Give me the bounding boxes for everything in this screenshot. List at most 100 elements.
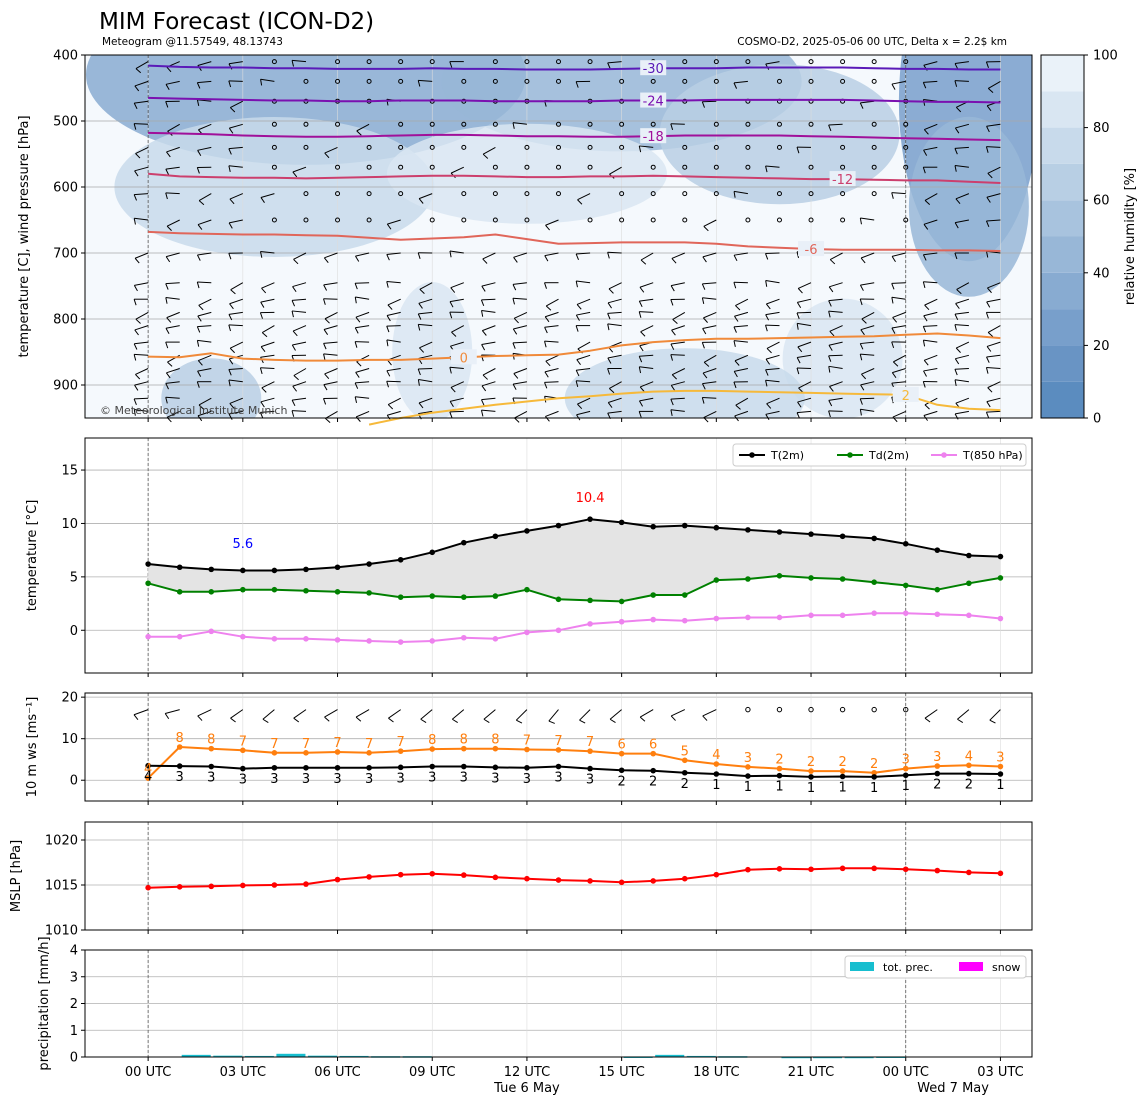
y-tick-label: 20: [61, 691, 78, 706]
wind-barb-staff: [230, 282, 244, 291]
wind-barb-staff: [134, 381, 149, 386]
wind-barb-staff: [546, 298, 559, 307]
wind-barb: [166, 219, 180, 232]
wind-barb-flag: [575, 325, 579, 332]
wind-barb-staff: [418, 311, 433, 315]
wind-barb: [230, 709, 244, 723]
wind-barb-staff: [829, 381, 843, 387]
wind-barb-flag: [859, 343, 864, 350]
wind-barb: [733, 190, 748, 198]
wind-barb: [796, 354, 812, 364]
data-point: [871, 769, 877, 776]
wind-barb: [703, 219, 717, 232]
wind-barb-staff: [323, 341, 338, 344]
wind-barb-staff: [165, 325, 180, 329]
wind-barb-flag: [449, 401, 454, 408]
wind-barb-flag: [765, 324, 768, 332]
wind-barb: [828, 365, 843, 373]
wind-barb: [323, 252, 338, 264]
wind-barb-flag: [229, 198, 235, 205]
wind-barb-flag: [859, 298, 863, 306]
wind-barb: [986, 354, 1001, 363]
data-point: [271, 586, 278, 593]
wind-barb: [323, 381, 338, 391]
data-point: [240, 882, 246, 889]
wind-barb: [859, 100, 875, 109]
wind-barb-flag: [859, 398, 863, 405]
colorbar-segment: [1041, 200, 1084, 237]
data-point: [871, 865, 877, 872]
wind-barb-flag: [923, 370, 927, 377]
gust-value-label: 2: [870, 757, 878, 772]
mean-wind-value-label: 3: [586, 773, 594, 788]
wind-barb-staff: [449, 366, 464, 369]
wind-barb-flag: [608, 288, 614, 294]
wind-barb-flag: [387, 359, 392, 366]
wind-barb: [293, 709, 307, 723]
wind-barb-flag: [166, 66, 172, 73]
wind-barb-flag: [259, 367, 263, 374]
x-tick-label: 03 UTC: [977, 1065, 1023, 1080]
isotherm-line: [148, 131, 1001, 142]
wind-barb: [512, 297, 527, 305]
calm-wind-marker: [840, 78, 846, 84]
wind-barb: [418, 397, 433, 409]
wind-barb: [923, 368, 938, 377]
wind-barb-flag: [577, 403, 583, 410]
wind-barb-flag: [417, 379, 420, 386]
wind-barb-staff: [230, 709, 244, 719]
wind-barb: [134, 325, 149, 336]
legend-label: tot. prec.: [883, 961, 933, 974]
wind-barb: [196, 252, 212, 261]
gust-value-label: 3: [902, 753, 910, 768]
wind-barb-flag: [228, 80, 232, 88]
wind-barb: [230, 282, 244, 295]
wind-barb-staff: [954, 324, 969, 327]
wind-barb-staff: [229, 298, 243, 305]
wind-barb-flag: [134, 170, 139, 177]
panel-frame: [84, 54, 1033, 419]
wind-barb: [670, 381, 685, 391]
wind-barb: [670, 341, 685, 350]
wind-barb: [196, 80, 212, 89]
calm-wind-marker: [492, 121, 498, 127]
calm-wind-marker: [745, 144, 751, 150]
wind-barb-staff: [134, 100, 149, 104]
wind-barb: [259, 410, 275, 419]
data-point: [492, 874, 499, 881]
wind-barb-staff: [292, 282, 307, 288]
wind-barb: [291, 341, 307, 351]
wind-barb: [261, 282, 275, 294]
calm-wind-marker: [776, 191, 782, 197]
wind-barb-staff: [512, 282, 527, 285]
wind-barb-flag: [228, 165, 231, 173]
data-point: [429, 870, 436, 877]
wind-barb: [134, 166, 149, 177]
wind-barb-flag: [387, 404, 394, 410]
gust-value-label: 7: [586, 735, 594, 750]
data-point: [397, 871, 404, 878]
wind-barb-flag: [135, 153, 141, 159]
wind-barb: [638, 145, 654, 153]
data-point: [650, 750, 656, 757]
data-point: [397, 764, 404, 771]
wind-barb: [165, 396, 180, 404]
wind-barb-flag: [703, 361, 710, 367]
data-point: [902, 540, 909, 547]
wind-barb-flag: [670, 715, 676, 721]
wind-barb: [985, 219, 1001, 228]
calm-wind-marker: [871, 78, 877, 84]
wind-barb: [892, 354, 906, 367]
wind-barb-staff: [545, 410, 559, 417]
wind-barb: [860, 325, 875, 336]
wind-barb: [515, 709, 528, 724]
wind-barb-flag: [672, 319, 678, 324]
wind-barb: [513, 252, 528, 263]
wind-barb: [165, 368, 180, 379]
wind-barb-flag: [228, 358, 234, 365]
data-point: [713, 771, 720, 777]
wind-barb: [638, 311, 654, 318]
isotherm-line: [148, 96, 1001, 104]
wind-barb: [133, 193, 149, 201]
wind-barb: [701, 297, 717, 305]
